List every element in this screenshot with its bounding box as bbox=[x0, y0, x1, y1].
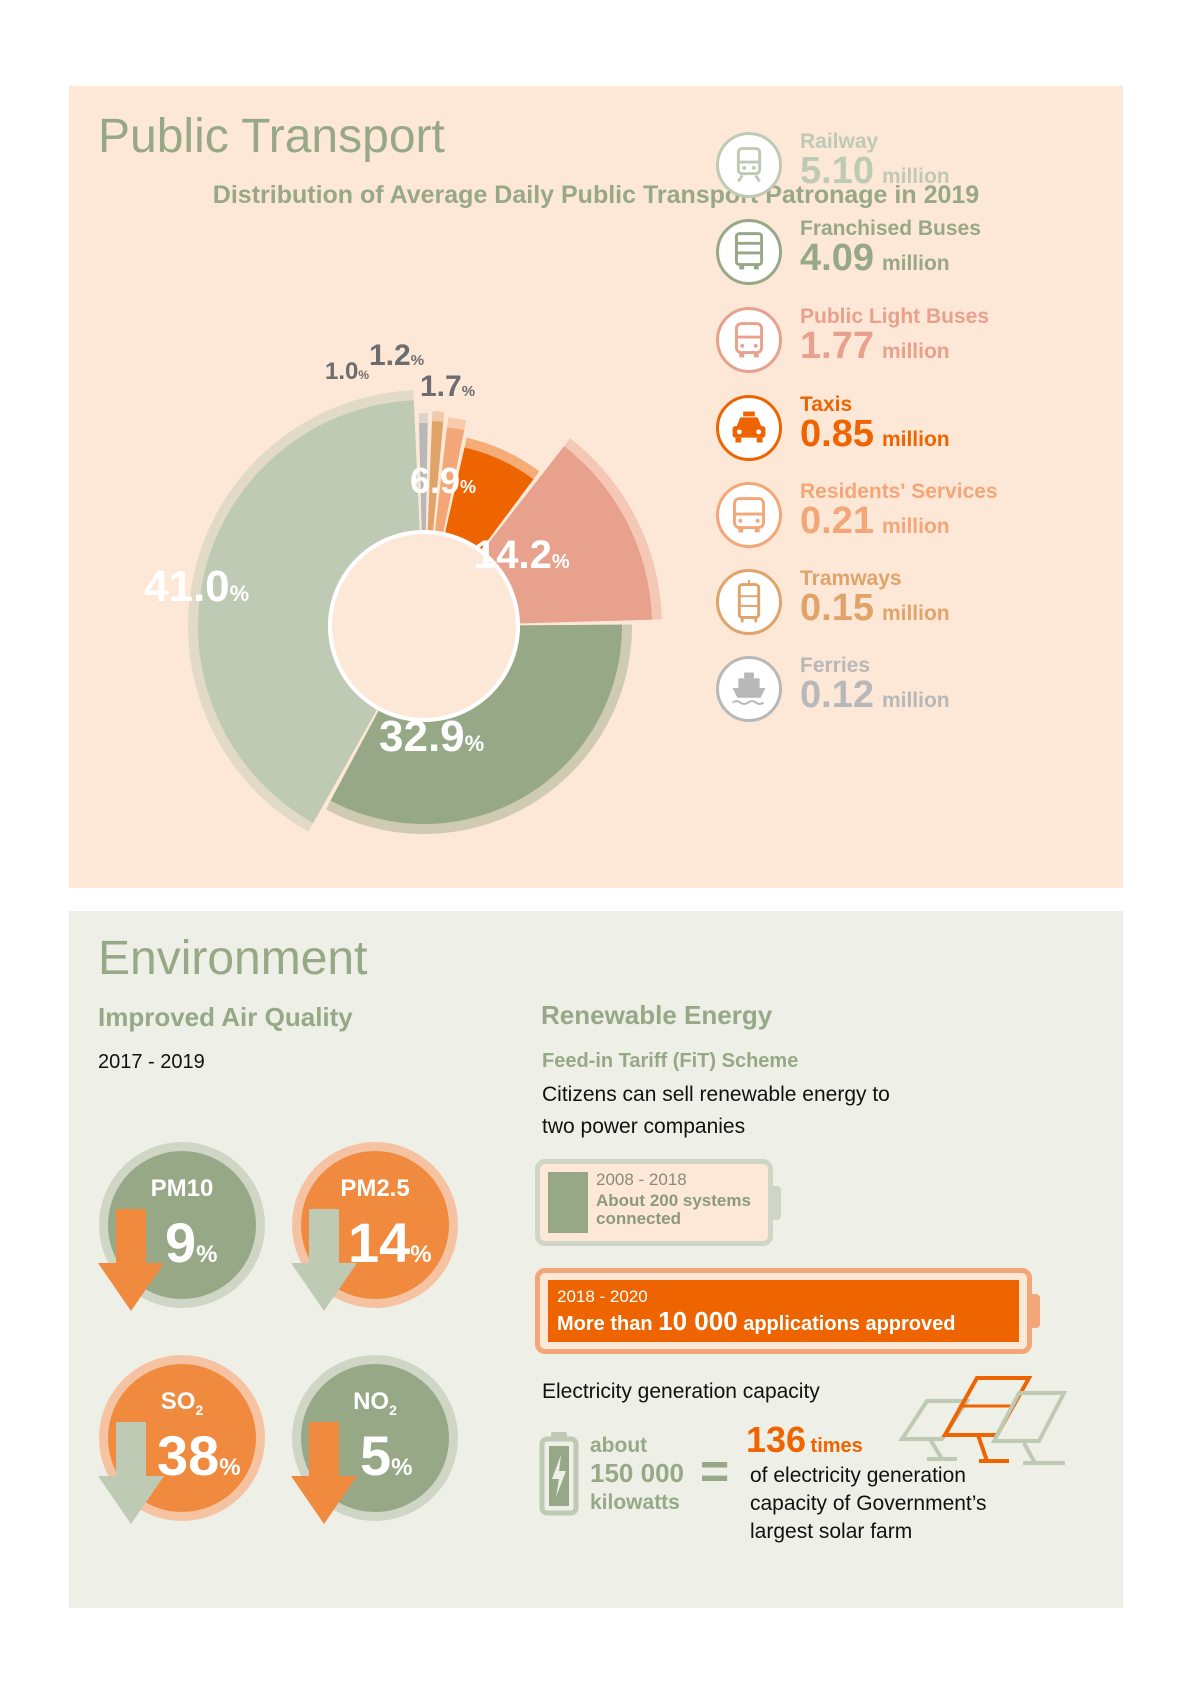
capacity-number: 150 000 bbox=[590, 1458, 684, 1488]
legend-value: 0.21 million bbox=[800, 500, 950, 542]
battery1-period: 2008 - 2018 bbox=[596, 1170, 687, 1189]
capacity-unit: kilowatts bbox=[590, 1491, 680, 1514]
legend-label: Tramways bbox=[800, 567, 902, 590]
legend-label: Public Light Buses bbox=[800, 305, 990, 328]
legend-value: 0.15 million bbox=[800, 587, 950, 629]
slice-railway bbox=[198, 400, 420, 823]
legend-value: 0.85 million bbox=[800, 413, 950, 455]
capacity-about: about bbox=[590, 1434, 648, 1457]
slice-tramways bbox=[427, 421, 444, 531]
battery-terminal bbox=[1032, 1294, 1040, 1328]
solar-panels-icon bbox=[898, 1376, 1067, 1465]
legend-label: Taxis bbox=[800, 393, 853, 416]
battery-2008-2018: 2008 - 2018 About 200 systems connected bbox=[535, 1159, 773, 1246]
pm25-badge: PM2.5 14% bbox=[291, 1142, 458, 1311]
battery1-line2: connected bbox=[596, 1209, 682, 1228]
decrease-arrow-icon bbox=[98, 1209, 164, 1311]
capacity-title: Electricity generation capacity bbox=[542, 1380, 820, 1403]
decrease-arrow-icon bbox=[291, 1209, 357, 1311]
decrease-arrow-icon bbox=[291, 1422, 357, 1524]
slice-ferries bbox=[419, 423, 428, 531]
no2-label: NO2 bbox=[353, 1388, 397, 1418]
decrease-arrow-icon bbox=[98, 1422, 164, 1524]
times-line3: largest solar farm bbox=[750, 1520, 913, 1543]
battery-terminal bbox=[773, 1186, 781, 1220]
coach-icon bbox=[716, 482, 782, 548]
slice-label-residents-services: 1.7% bbox=[420, 370, 475, 403]
donut-chart: 41.0%32.9%14.2%6.9%1.7%1.2%1.0% bbox=[144, 339, 662, 834]
slice-public-light-buses bbox=[482, 446, 652, 624]
fit-desc-line2: two power companies bbox=[542, 1115, 746, 1138]
battery2-period: 2018 - 2020 bbox=[557, 1287, 648, 1306]
chart-title: Distribution of Average Daily Public Tra… bbox=[212, 181, 980, 209]
times-line1: of electricity generation bbox=[750, 1464, 966, 1487]
slice-franchised-buses bbox=[330, 624, 622, 824]
ferry-icon bbox=[716, 656, 782, 722]
air-quality-title: Improved Air Quality bbox=[98, 1002, 353, 1032]
no2-badge: NO2 5% bbox=[291, 1355, 458, 1524]
tram-icon bbox=[716, 569, 782, 635]
taxi-icon bbox=[716, 395, 782, 461]
air-quality-period: 2017 - 2019 bbox=[98, 1051, 205, 1073]
battery2-text: More than 10 000 applications approved bbox=[557, 1306, 956, 1336]
section-title: Public Transport bbox=[98, 110, 445, 163]
renewable-title: Renewable Energy bbox=[541, 1000, 773, 1030]
slice-residents-services bbox=[435, 427, 465, 532]
battery1-line1: About 200 systems bbox=[596, 1191, 751, 1210]
donut-hole bbox=[332, 534, 516, 718]
slice-taxis bbox=[445, 447, 534, 550]
environment-panel: Environment Improved Air Quality 2017 - … bbox=[69, 911, 1123, 1608]
minibus-icon bbox=[716, 307, 782, 373]
pm25-label: PM2.5 bbox=[340, 1175, 410, 1202]
no2-value: 5% bbox=[360, 1424, 413, 1487]
legend-value: 0.12 million bbox=[800, 674, 950, 716]
fit-desc-line1: Citizens can sell renewable energy to bbox=[542, 1083, 890, 1106]
legend-label: Railway bbox=[800, 130, 879, 153]
pm10-badge: PM10 9% bbox=[98, 1142, 265, 1311]
charging-battery-icon bbox=[539, 1432, 579, 1516]
public-transport-panel: Public Transport Distribution of Average… bbox=[69, 86, 1123, 888]
section-title: Environment bbox=[98, 932, 368, 985]
double-decker-bus-icon bbox=[716, 219, 782, 285]
battery-2018-2020: 2018 - 2020 More than 10 000 application… bbox=[535, 1268, 1032, 1354]
slice-label-tramways: 1.2% bbox=[369, 339, 424, 372]
legend-value: 5.10 million bbox=[800, 150, 950, 192]
legend-label: Residents' Services bbox=[800, 480, 998, 503]
battery-charge-level bbox=[548, 1280, 1019, 1342]
so2-value: 38% bbox=[157, 1424, 241, 1487]
times-line2: capacity of Government’s bbox=[750, 1492, 987, 1515]
legend-value: 4.09 million bbox=[800, 237, 950, 279]
slice-label-ferries: 1.0% bbox=[325, 358, 369, 385]
pm25-value: 14% bbox=[348, 1211, 432, 1274]
pm10-label: PM10 bbox=[150, 1175, 214, 1202]
times-comparison: 136 times bbox=[746, 1419, 863, 1460]
legend-label: Franchised Buses bbox=[800, 217, 981, 240]
legend-value: 1.77 million bbox=[800, 325, 950, 367]
so2-label: SO2 bbox=[160, 1388, 204, 1418]
battery-charge-level bbox=[548, 1172, 588, 1233]
so2-badge: SO2 38% bbox=[98, 1355, 265, 1524]
fit-scheme-title: Feed-in Tariff (FiT) Scheme bbox=[542, 1050, 799, 1072]
legend-label: Ferries bbox=[800, 654, 871, 677]
equals-sign: = bbox=[700, 1443, 730, 1499]
pm10-value: 9% bbox=[165, 1211, 218, 1274]
train-icon bbox=[716, 132, 782, 198]
